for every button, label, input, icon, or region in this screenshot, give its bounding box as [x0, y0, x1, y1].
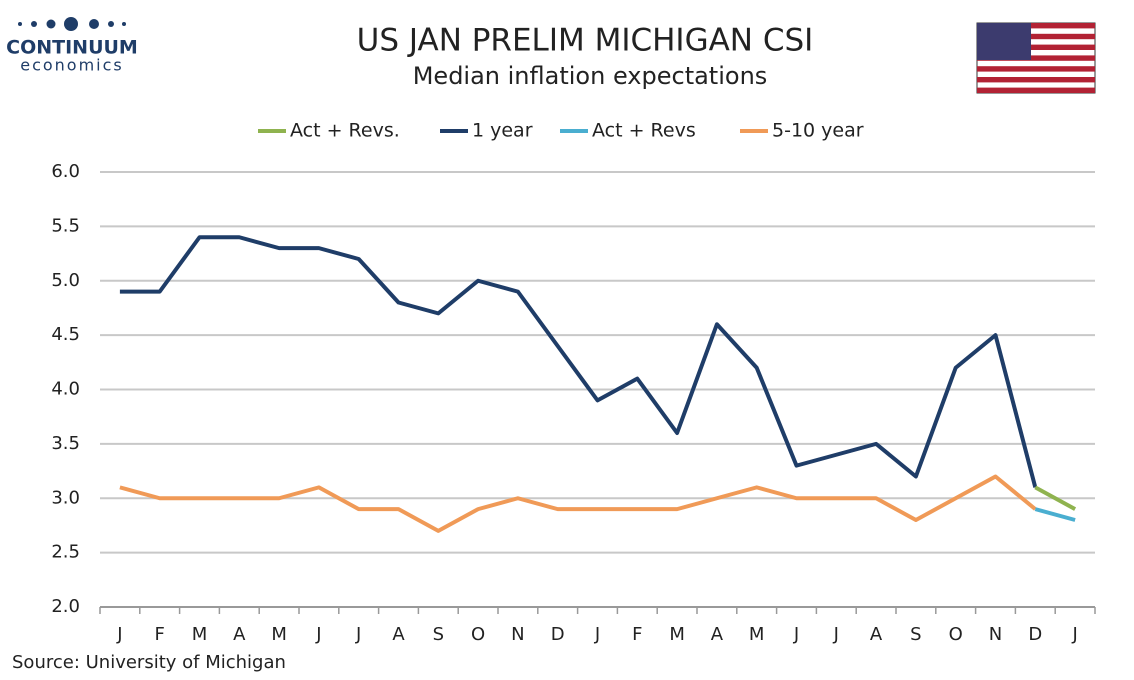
- x-tick-label: M: [192, 624, 208, 645]
- x-tick-label: J: [116, 624, 122, 645]
- y-tick-label: 4.5: [51, 324, 80, 345]
- logo-dot: [108, 21, 114, 27]
- logo-dot: [46, 19, 56, 29]
- x-tick-label: A: [392, 624, 405, 645]
- x-tick-label: M: [669, 624, 685, 645]
- flag-stripe: [977, 77, 1095, 83]
- logo-tagline: economics: [20, 56, 124, 75]
- x-tick-label: S: [910, 624, 921, 645]
- x-tick-label: M: [271, 624, 287, 645]
- y-tick-label: 5.5: [51, 215, 80, 236]
- x-tick-label: J: [355, 624, 361, 645]
- flag-stripe: [977, 23, 1095, 29]
- x-tick-label: J: [1071, 624, 1077, 645]
- legend-label: Act + Revs: [592, 120, 696, 142]
- x-tick-label: J: [315, 624, 321, 645]
- y-tick-label: 4.0: [51, 379, 80, 400]
- logo-dot: [89, 19, 99, 29]
- logo: [18, 17, 126, 31]
- x-tick-label: N: [989, 624, 1002, 645]
- flag: [976, 22, 1096, 94]
- logo-dot: [122, 22, 126, 26]
- x-tick-label: F: [155, 624, 165, 645]
- legend-label: 5-10 year: [772, 120, 864, 142]
- x-tick-label: A: [233, 624, 246, 645]
- x-tick-label: F: [632, 624, 642, 645]
- series-line: [1034, 485, 1077, 511]
- flag-stripe: [977, 87, 1095, 93]
- x-tick-label: A: [870, 624, 883, 645]
- y-tick-label: 3.5: [51, 433, 80, 454]
- x-tick-label: D: [1028, 624, 1042, 645]
- logo-dot: [64, 17, 78, 31]
- x-tick-label: A: [711, 624, 724, 645]
- x-tick-label: O: [471, 624, 485, 645]
- series-line: [1034, 507, 1076, 522]
- legend-label: 1 year: [472, 120, 533, 142]
- x-tick-label: O: [949, 624, 963, 645]
- series-line: [119, 235, 1038, 488]
- logo-dot: [31, 21, 37, 27]
- series-line: [119, 474, 1037, 533]
- chart-subtitle: Median inflation expectations: [413, 62, 768, 90]
- logo-dot: [18, 22, 22, 26]
- flag-stripe: [977, 44, 1095, 50]
- flag-stripe: [977, 33, 1095, 40]
- x-tick-label: N: [511, 624, 524, 645]
- x-tick-label: M: [749, 624, 765, 645]
- logo-name: CONTINUUM: [6, 37, 138, 59]
- source: Source: University of Michigan: [12, 652, 286, 673]
- x-tick-label: J: [833, 624, 839, 645]
- y-tick-label: 5.0: [51, 270, 80, 291]
- x-tick-label: J: [793, 624, 799, 645]
- chart-title: US JAN PRELIM MICHIGAN CSI: [357, 23, 814, 59]
- flag-stripe: [977, 55, 1095, 61]
- flag-canton: [977, 23, 1031, 60]
- x-tick-label: J: [594, 624, 600, 645]
- y-tick-label: 3.0: [51, 487, 80, 508]
- x-tick-label: D: [551, 624, 565, 645]
- y-tick-label: 2.0: [51, 596, 80, 617]
- y-tick-label: 6.0: [51, 161, 80, 182]
- x-tick-label: S: [433, 624, 444, 645]
- legend-label: Act + Revs.: [290, 120, 400, 142]
- y-tick-label: 2.5: [51, 542, 80, 563]
- flag-stripe: [977, 66, 1095, 72]
